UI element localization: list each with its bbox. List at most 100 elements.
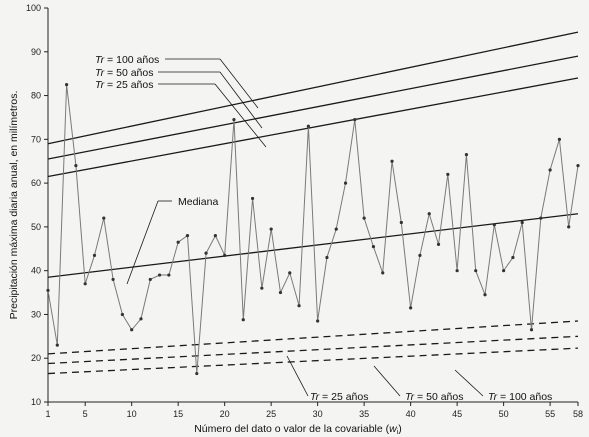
data-point bbox=[232, 118, 236, 122]
x-tick-label: 30 bbox=[313, 409, 323, 419]
data-point bbox=[557, 137, 562, 141]
data-point bbox=[446, 172, 450, 176]
annotation-tr100-upper: Tr = 100 años bbox=[95, 54, 159, 66]
data-point bbox=[511, 255, 515, 260]
series-line-4 bbox=[47, 320, 579, 355]
data-point bbox=[567, 225, 571, 229]
data-point bbox=[204, 251, 208, 255]
x-tick-label: 15 bbox=[173, 409, 183, 419]
data-point bbox=[436, 242, 441, 246]
data-point bbox=[353, 118, 357, 122]
leader-tr100-b bbox=[219, 58, 259, 109]
annotation-mediana: Mediana bbox=[178, 196, 218, 208]
series-line-0 bbox=[47, 213, 579, 278]
data-point bbox=[464, 153, 469, 157]
data-point bbox=[334, 227, 338, 231]
x-tick-label: 35 bbox=[359, 409, 369, 419]
annotation-tr25-upper: Tr = 25 años bbox=[95, 79, 153, 91]
x-ticks: 1 5 10 15 20 25 30 35 40 45 50 55 58 bbox=[45, 402, 583, 419]
y-tick-label: 80 bbox=[31, 91, 41, 101]
data-point bbox=[529, 328, 534, 332]
annotation-tr25-lower: Tr = 25 años bbox=[310, 391, 368, 403]
data-point bbox=[381, 271, 385, 275]
data-point bbox=[213, 234, 217, 238]
data-point bbox=[120, 312, 124, 317]
data-point bbox=[55, 343, 59, 347]
data-point bbox=[195, 371, 199, 376]
data-point bbox=[343, 181, 348, 185]
data-point bbox=[176, 240, 180, 244]
y-tick-label: 50 bbox=[31, 222, 41, 232]
axes bbox=[47, 8, 578, 403]
series-line-2 bbox=[47, 55, 579, 160]
data-point bbox=[548, 168, 552, 172]
data-point bbox=[74, 164, 78, 168]
data-point bbox=[46, 288, 50, 292]
data-point bbox=[306, 124, 310, 128]
data-point bbox=[92, 253, 97, 257]
y-tick-label: 20 bbox=[31, 353, 41, 363]
x-tick-label: 20 bbox=[220, 409, 230, 419]
data-point bbox=[474, 269, 478, 273]
data-point bbox=[502, 269, 506, 273]
series-line-5 bbox=[47, 335, 579, 365]
x-tick-label: 55 bbox=[545, 409, 555, 419]
data-point bbox=[576, 164, 580, 168]
y-tick-label: 70 bbox=[31, 134, 41, 144]
data-point bbox=[297, 304, 301, 308]
data-point bbox=[102, 216, 106, 220]
data-point bbox=[520, 220, 524, 225]
data-point bbox=[427, 212, 431, 216]
data-point bbox=[325, 255, 329, 260]
data-point bbox=[83, 282, 87, 286]
data-point bbox=[250, 196, 255, 201]
annotation-tr100-lower: Tr = 100 años bbox=[488, 391, 552, 403]
x-tick-label: 58 bbox=[573, 409, 583, 419]
y-tick-label: 60 bbox=[31, 178, 41, 188]
y-tick-label: 100 bbox=[26, 3, 41, 13]
series-line-6 bbox=[47, 347, 579, 375]
data-point bbox=[390, 159, 394, 163]
x-tick-label: 40 bbox=[406, 409, 416, 419]
data-point bbox=[371, 244, 376, 249]
x-axis-label: Número del dato o valor de la covariable… bbox=[194, 423, 402, 436]
x-tick-label: 25 bbox=[266, 409, 276, 419]
y-tick-label: 40 bbox=[31, 266, 41, 276]
data-series bbox=[46, 83, 580, 376]
data-point bbox=[288, 271, 292, 275]
data-point bbox=[130, 328, 134, 332]
x-tick-label: 45 bbox=[452, 409, 462, 419]
y-axis-label: Precipitación máxima diaria anual, en mi… bbox=[8, 91, 20, 320]
leader-tr25-b bbox=[214, 83, 267, 148]
data-point bbox=[455, 269, 459, 273]
data-point bbox=[539, 216, 543, 220]
x-tick-label: 5 bbox=[83, 409, 88, 419]
y-tick-label: 10 bbox=[31, 397, 41, 407]
data-point bbox=[167, 273, 171, 277]
data-point bbox=[492, 223, 496, 227]
y-tick-label: 90 bbox=[31, 47, 41, 57]
data-point bbox=[111, 277, 115, 282]
data-point bbox=[139, 317, 143, 321]
leader-tr50-lower bbox=[373, 365, 401, 397]
data-line bbox=[47, 84, 579, 374]
annotation-tr50-lower: Tr = 50 años bbox=[405, 391, 463, 403]
data-point bbox=[399, 220, 403, 225]
data-point bbox=[64, 83, 69, 87]
series-line-1 bbox=[47, 31, 579, 145]
data-point bbox=[241, 318, 245, 322]
data-point bbox=[278, 290, 283, 295]
data-point bbox=[483, 293, 487, 297]
y-tick-label: 30 bbox=[31, 309, 41, 319]
annotation-leaders bbox=[126, 58, 484, 397]
reference-lines bbox=[47, 31, 579, 375]
data-point bbox=[185, 234, 190, 238]
leader-tr25-lower bbox=[286, 355, 309, 397]
x-tick-label: 10 bbox=[127, 409, 137, 419]
annotation-tr50-upper: Tr = 50 años bbox=[95, 67, 153, 79]
data-point bbox=[148, 277, 152, 282]
data-point bbox=[316, 319, 320, 323]
leader-tr50-b bbox=[219, 71, 263, 129]
